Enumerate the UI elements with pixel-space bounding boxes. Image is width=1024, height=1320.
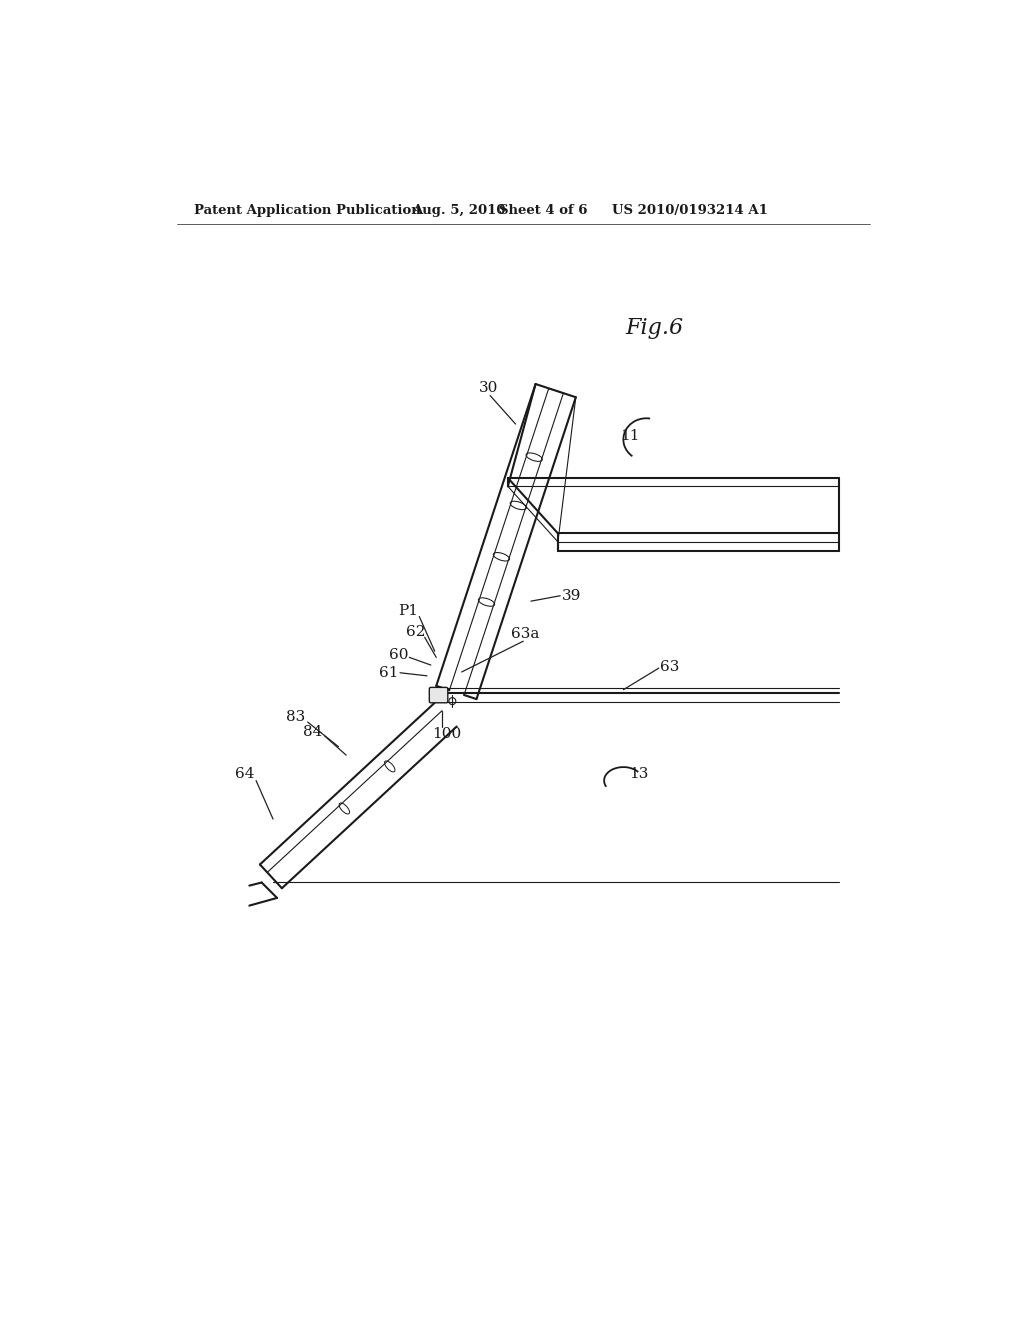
Text: Fig.6: Fig.6 <box>625 317 683 339</box>
Text: 62: 62 <box>406 624 425 639</box>
Text: 11: 11 <box>620 429 639 442</box>
Text: 64: 64 <box>234 767 254 781</box>
Text: Patent Application Publication: Patent Application Publication <box>194 205 421 218</box>
Text: 100: 100 <box>432 727 461 742</box>
Text: 83: 83 <box>287 710 306 725</box>
Text: 60: 60 <box>389 648 409 663</box>
Text: 63a: 63a <box>511 627 540 642</box>
FancyBboxPatch shape <box>429 688 447 702</box>
Text: P1: P1 <box>397 605 418 618</box>
Text: 13: 13 <box>629 767 648 781</box>
Text: 63: 63 <box>659 660 679 673</box>
Text: 39: 39 <box>562 589 582 603</box>
Text: 84: 84 <box>303 725 323 739</box>
Text: 61: 61 <box>379 665 398 680</box>
Text: 30: 30 <box>479 381 499 395</box>
Text: Aug. 5, 2010: Aug. 5, 2010 <box>412 205 505 218</box>
Text: Sheet 4 of 6: Sheet 4 of 6 <box>499 205 587 218</box>
Text: US 2010/0193214 A1: US 2010/0193214 A1 <box>611 205 768 218</box>
